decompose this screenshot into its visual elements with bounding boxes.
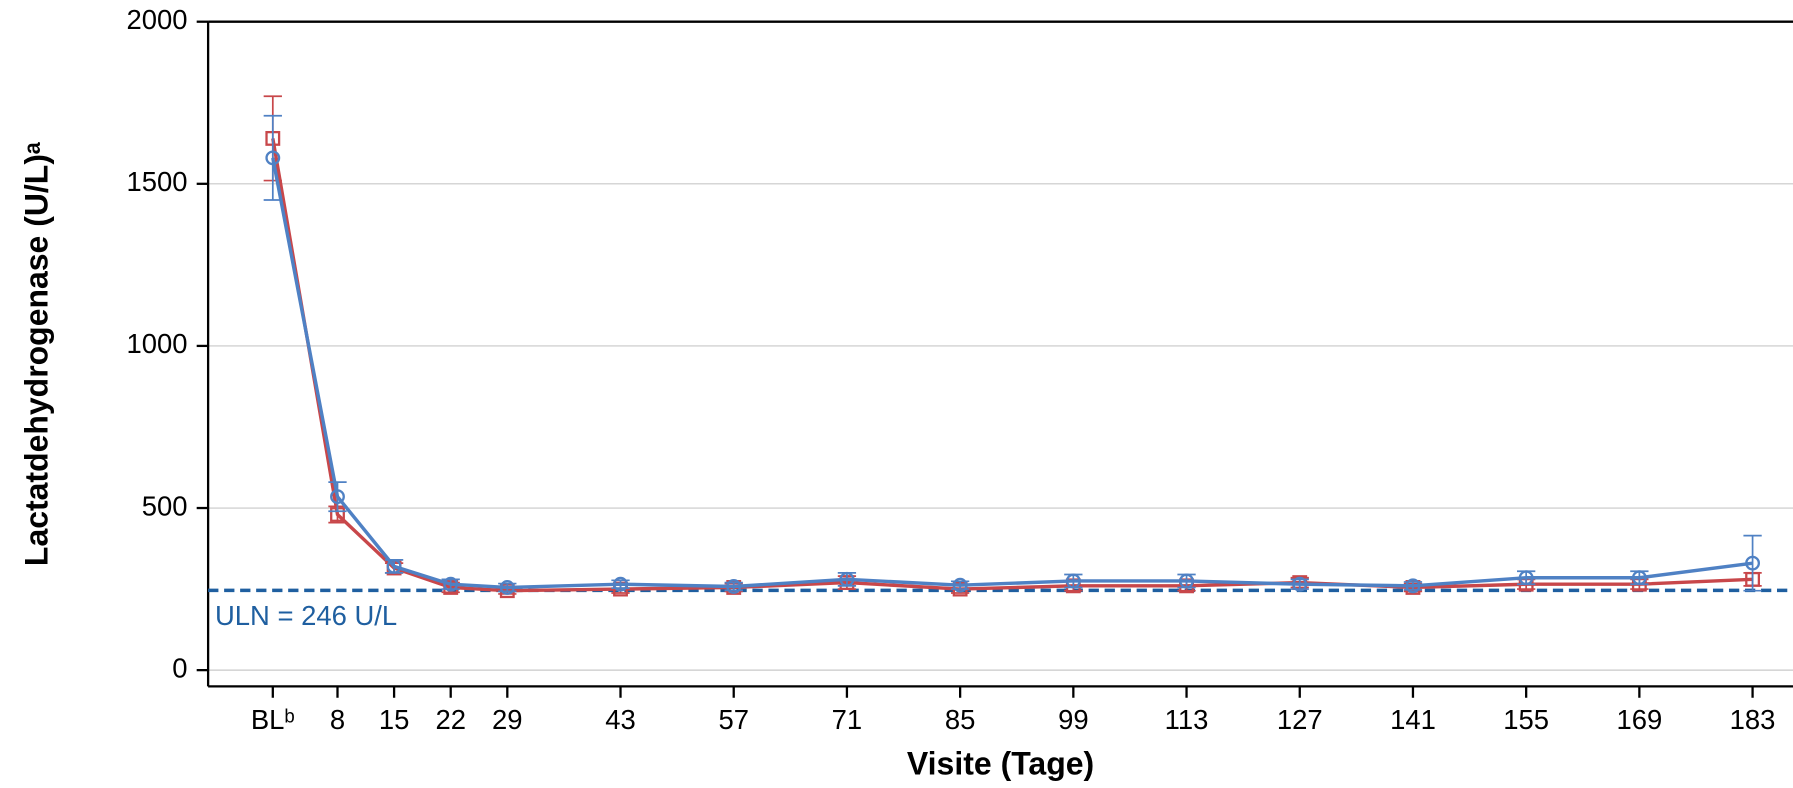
plot-area: Visite (Tage) Lactatdehydrogenase (U/L)ᵃ…	[18, 4, 1793, 782]
x-tick-label: 99	[1058, 704, 1089, 735]
marker	[330, 489, 345, 505]
x-tick-label: 85	[945, 704, 976, 735]
marker	[1745, 555, 1761, 571]
reference-label: ULN = 246 U/L	[215, 600, 397, 631]
marker	[1179, 573, 1194, 589]
y-tick-label: 1000	[127, 328, 188, 359]
x-tick-label: 155	[1503, 704, 1549, 735]
marker	[952, 577, 968, 593]
y-tick-label: 1500	[127, 166, 188, 197]
x-tick-label: 15	[379, 704, 410, 735]
x-tick-label: 71	[832, 704, 863, 735]
x-tick-label: 29	[492, 704, 523, 735]
marker	[386, 558, 402, 574]
marker	[1292, 576, 1308, 592]
x-tick-label: 22	[435, 704, 466, 735]
marker	[499, 580, 515, 595]
marker	[1065, 573, 1081, 589]
x-tick-label: 113	[1165, 704, 1209, 735]
x-tick-label: 127	[1277, 704, 1323, 735]
x-tick-label: 183	[1730, 704, 1776, 735]
x-tick-label: 57	[718, 704, 749, 735]
x-tick-label: 141	[1390, 704, 1436, 735]
marker	[265, 150, 281, 166]
x-axis-title: Visite (Tage)	[907, 746, 1094, 782]
x-tick-label: 169	[1616, 704, 1662, 735]
marker	[1405, 578, 1421, 594]
series-line	[271, 138, 1753, 593]
x-tick-label: 8	[330, 704, 345, 735]
x-tick-label: 43	[605, 704, 636, 735]
y-axis-title: Lactatdehydrogenase (U/L)ᵃ	[18, 142, 54, 566]
series-line	[271, 157, 1753, 590]
y-tick-label: 2000	[127, 4, 188, 35]
y-tick-label: 500	[142, 490, 188, 521]
y-tick-label: 0	[172, 652, 187, 683]
marker	[443, 576, 459, 592]
marker	[1631, 570, 1647, 586]
marker	[613, 576, 628, 592]
error-bar	[1743, 534, 1762, 592]
marker	[726, 579, 742, 594]
marker	[1518, 570, 1534, 586]
x-tick-label: BLᵇ	[251, 704, 295, 735]
marker	[839, 571, 855, 587]
